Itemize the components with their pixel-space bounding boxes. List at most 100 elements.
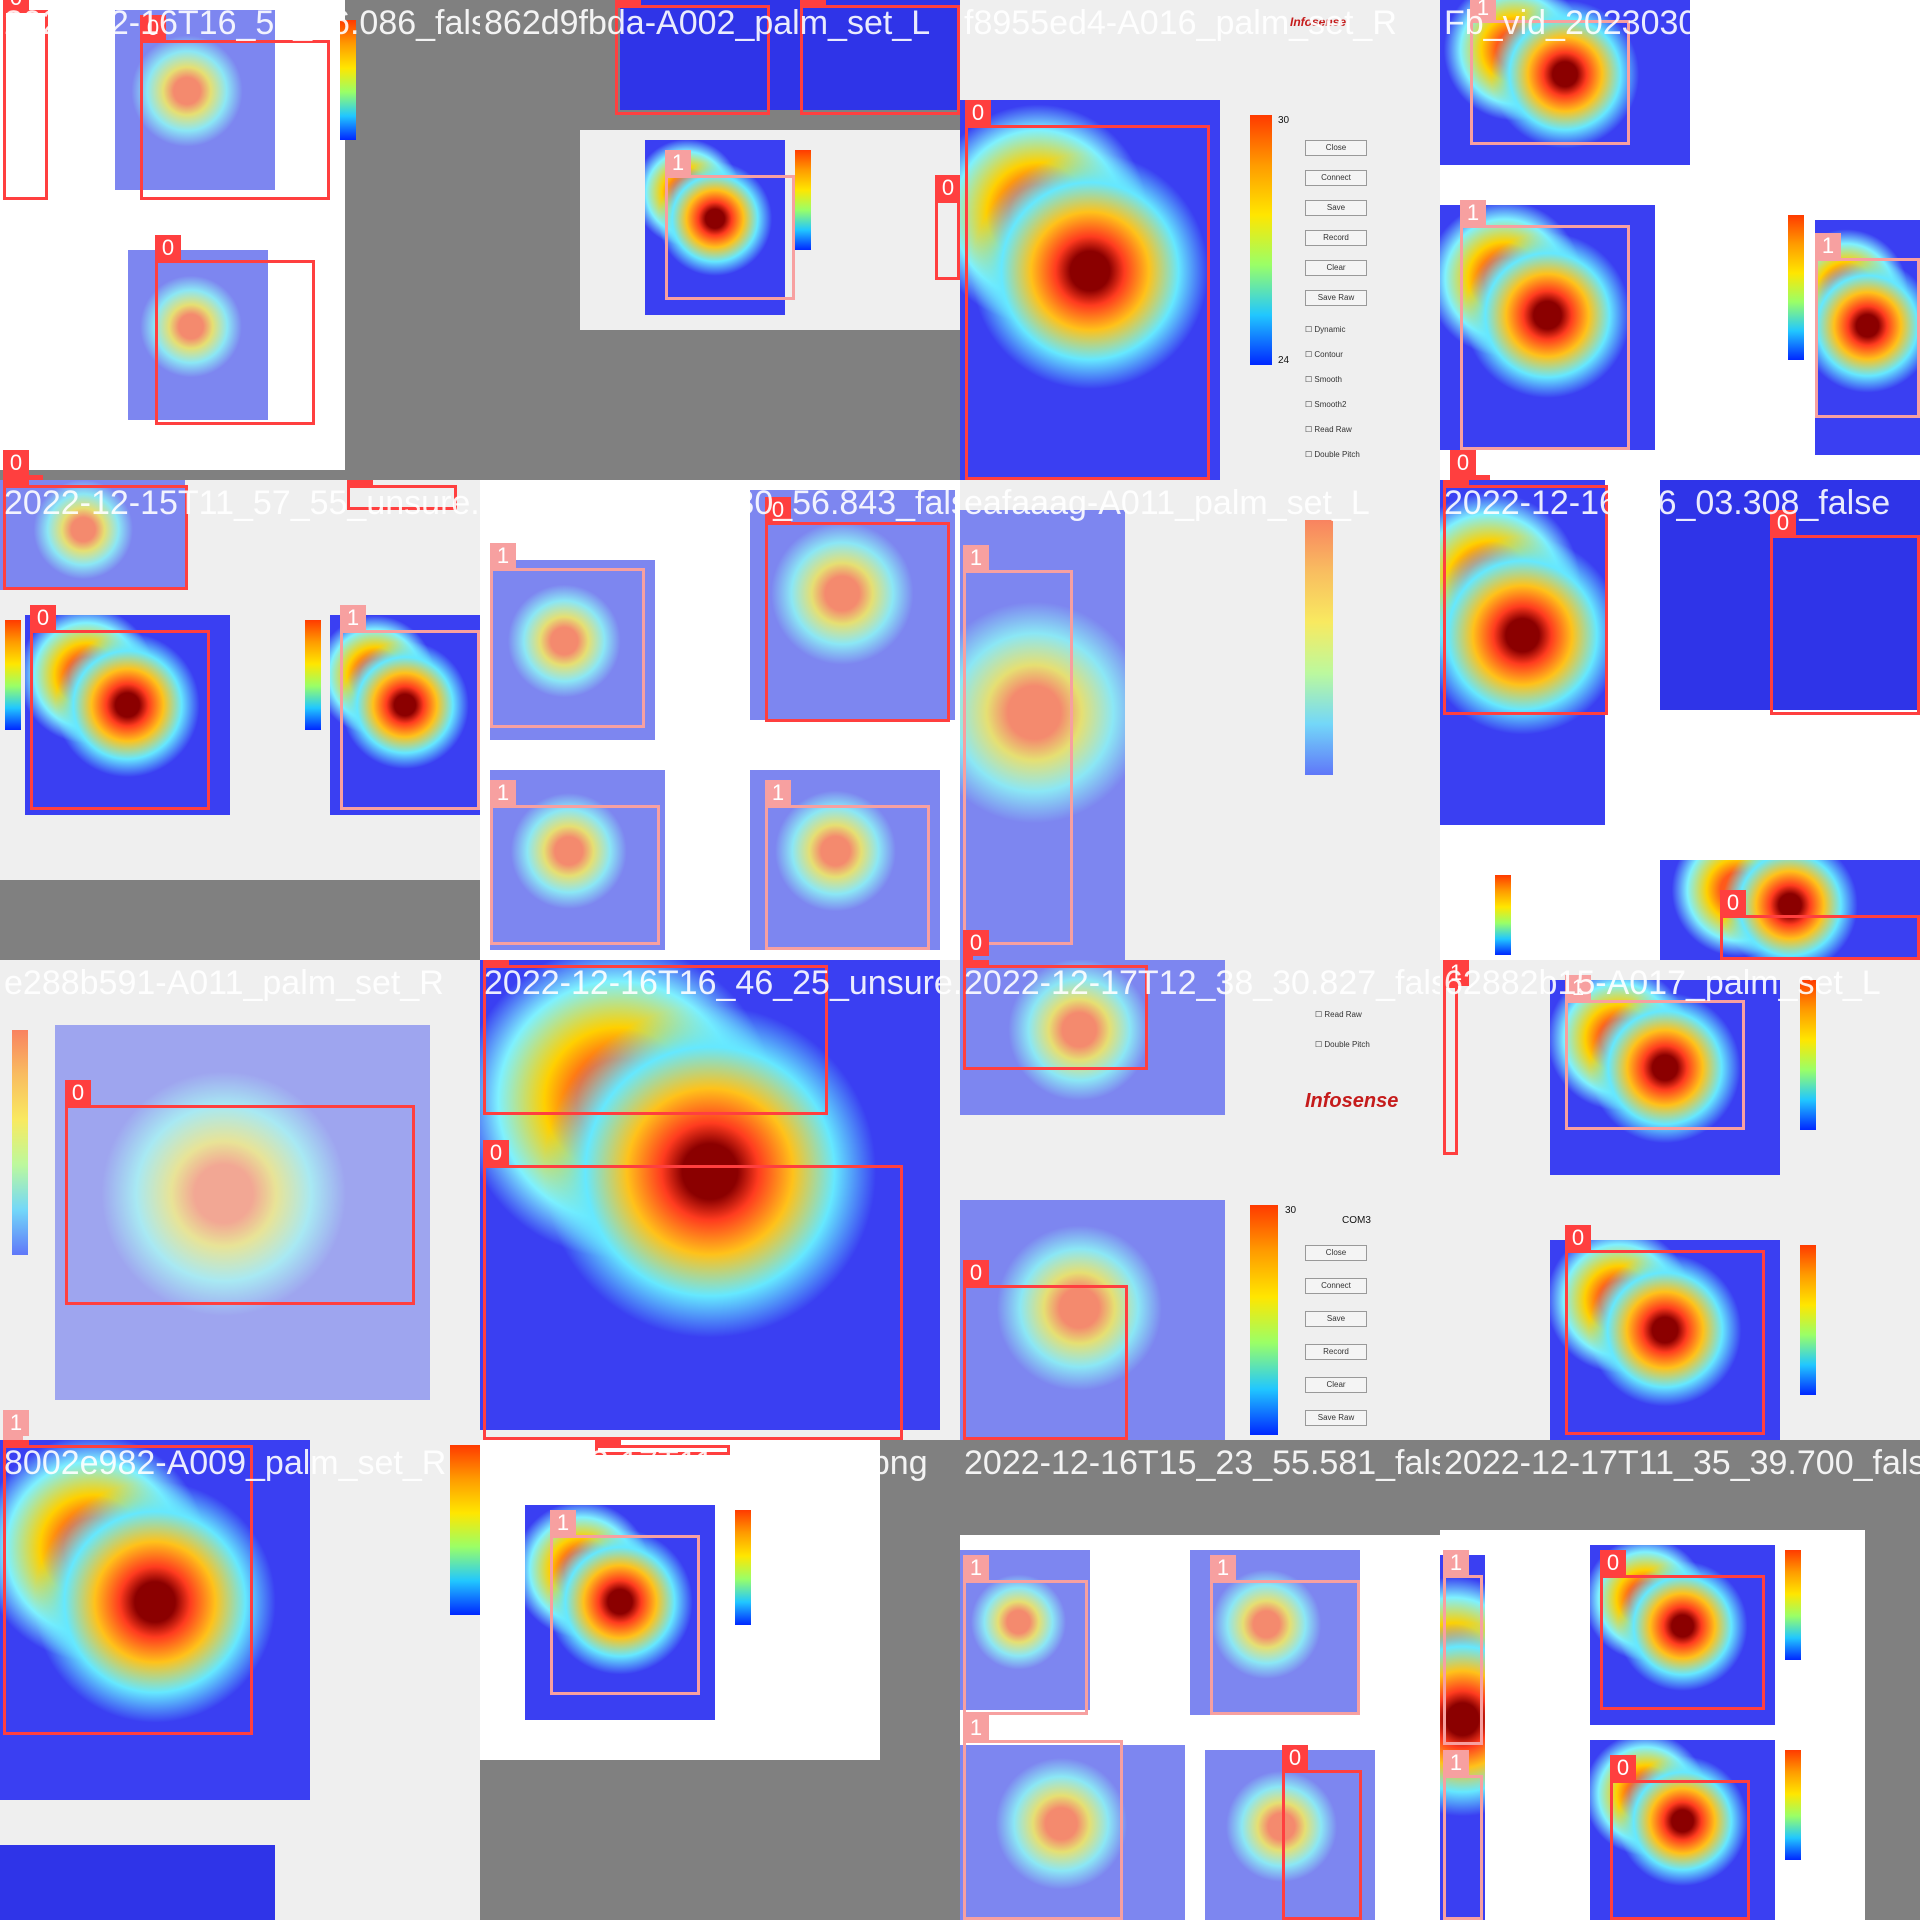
record-button[interactable]: Record — [1305, 1344, 1367, 1360]
tile-13: 1 8002e982-A009_palm_set_R — [0, 1440, 480, 1920]
tile-caption: 2022-12-17T11_35_39.700_false.png — [1444, 1444, 1920, 1482]
color-scale — [1305, 520, 1333, 775]
heatmap — [0, 480, 185, 590]
infosense-logo: Infosense — [1305, 1090, 1399, 1112]
heatmap — [1440, 0, 1690, 165]
heatmap — [0, 1440, 310, 1800]
port-select[interactable]: COM3 — [1342, 1215, 1371, 1226]
color-scale — [1800, 1245, 1816, 1395]
color-scale — [1800, 980, 1816, 1130]
heatmap — [620, 0, 960, 110]
color-scale — [1785, 1750, 1801, 1860]
scale-min: 24 — [1278, 355, 1290, 366]
scale-max: 30 — [1285, 1205, 1297, 1216]
clear-button[interactable]: Clear — [1305, 260, 1367, 276]
color-scale — [1250, 1205, 1278, 1435]
heatmap — [25, 615, 230, 815]
tile-caption: 862d9fbda-A002_palm_set_L — [484, 4, 931, 42]
heatmap — [480, 960, 940, 1430]
heatmap — [128, 250, 268, 420]
heatmap — [960, 1550, 1090, 1710]
close-button[interactable]: Close — [1305, 1245, 1367, 1261]
tile-4: 1 1 1 0 Fb_vid_20230309_palm_set_L — [1440, 0, 1920, 480]
color-scale — [1788, 215, 1804, 360]
tile-5: 0 0 0 1 2022-12-15T11_57_55_unsure.png — [0, 480, 480, 960]
tile-14: 0 1 2022-12-17T11_03_false.png — [480, 1440, 960, 1920]
tile-12: 1 1 0 62882b15-A017_palm_set_L — [1440, 960, 1920, 1440]
tile-caption: 62882b15-A017_palm_set_L — [1444, 964, 1881, 1002]
tile-caption: e288b591-A011_palm_set_R — [4, 964, 444, 1002]
save-button[interactable]: Save — [1305, 1311, 1367, 1327]
heatmap — [525, 1505, 715, 1720]
tile-15: 1 1 1 0 2022-12-16T15_23_55.581_false.pn… — [960, 1440, 1440, 1920]
heatmap — [960, 960, 1225, 1115]
scale-max: 30 — [1278, 115, 1290, 126]
read-raw-checkbox[interactable]: Read Raw — [1305, 425, 1351, 434]
heatmap — [1440, 1555, 1485, 1920]
tile-caption: 2022-12-16T16_30_56.843_false.png — [484, 484, 960, 522]
smooth2-checkbox[interactable]: Smooth2 — [1305, 400, 1346, 409]
heatmap — [960, 1745, 1185, 1920]
heatmap — [55, 1025, 430, 1400]
tile-caption: f8955ed4-A016_palm_set_R — [964, 4, 1397, 42]
heatmap — [1550, 1240, 1780, 1440]
heatmap — [960, 1200, 1225, 1440]
heatmap — [960, 510, 1125, 960]
heatmap — [1440, 480, 1605, 825]
contour-checkbox[interactable]: Contour — [1305, 350, 1342, 359]
heatmap — [1590, 1545, 1775, 1725]
color-scale — [12, 1030, 28, 1255]
tile-caption: eafaaag-A011_palm_set_L — [964, 484, 1370, 522]
double-pitch-checkbox[interactable]: Double Pitch — [1315, 1040, 1369, 1049]
record-button[interactable]: Record — [1305, 230, 1367, 246]
tile-7: 1 0 eafaaag-A011_palm_set_L — [960, 480, 1440, 960]
tile-caption: 8002e982-A009_palm_set_R — [4, 1444, 447, 1482]
close-button[interactable]: Close — [1305, 140, 1367, 156]
save-raw-button[interactable]: Save Raw — [1305, 290, 1367, 306]
tile-caption: 2022-12-16T16_46_25_unsure.png — [484, 964, 960, 1002]
heatmap — [1190, 1550, 1360, 1715]
connect-button[interactable]: Connect — [1305, 170, 1367, 186]
tile-16: 1 0 1 0 2022-12-17T11_35_39.700_false.pn… — [1440, 1440, 1920, 1920]
heatmap — [0, 1845, 275, 1920]
tile-caption: 2022-12-16T16_03.308_false — [1444, 484, 1891, 522]
tile-6: 1 0 1 1 2022-12-16T16_30_56.843_false.pn… — [480, 480, 960, 960]
tile-8: 0 0 0 2022-12-16T16_03.308_false — [1440, 480, 1920, 960]
tile-caption: 2022-12-17T12_38_30.827_false.png — [964, 964, 1440, 1002]
heatmap — [960, 100, 1220, 480]
heatmap — [1440, 205, 1655, 450]
heatmap — [1550, 980, 1780, 1175]
color-scale — [340, 20, 356, 140]
heatmap — [330, 615, 480, 815]
connect-button[interactable]: Connect — [1305, 1278, 1367, 1294]
color-scale — [1785, 1550, 1801, 1660]
color-scale — [735, 1510, 751, 1625]
color-scale — [305, 620, 321, 730]
heatmap — [750, 770, 940, 950]
dynamic-checkbox[interactable]: Dynamic — [1305, 325, 1345, 334]
color-scale — [1250, 115, 1272, 365]
tile-11: 30 COM3 Close Connect Save Record Clear … — [960, 960, 1440, 1440]
heatmap — [1815, 220, 1920, 455]
color-scale — [450, 1445, 480, 1615]
tile-caption: 2022-12-15T11_57_55_unsure.png — [4, 484, 480, 522]
heatmap — [490, 560, 655, 740]
read-raw-checkbox[interactable]: Read Raw — [1315, 1010, 1361, 1019]
double-pitch-checkbox[interactable]: Double Pitch — [1305, 450, 1359, 459]
heatmap — [1205, 1750, 1375, 1920]
tile-caption: Fb_vid_20230309_palm_set_L — [1444, 4, 1911, 42]
infosense-logo: Infosense — [1290, 15, 1347, 29]
heatmap — [1590, 1740, 1775, 1920]
tile-1: 0 0 0 0 2022-12-16T16_51_36.086_false.pn… — [0, 0, 480, 480]
clear-button[interactable]: Clear — [1305, 1377, 1367, 1393]
save-raw-button[interactable]: Save Raw — [1305, 1410, 1367, 1426]
heatmap — [645, 140, 785, 315]
color-scale — [795, 150, 811, 250]
heatmap — [750, 490, 955, 720]
tile-caption: 2022-12-16T16_51_36.086_false.png — [4, 4, 480, 42]
color-scale — [1495, 875, 1511, 955]
save-button[interactable]: Save — [1305, 200, 1367, 216]
tile-caption: 2022-12-16T15_23_55.581_false.png — [964, 1444, 1440, 1482]
smooth-checkbox[interactable]: Smooth — [1305, 375, 1342, 384]
tile-9: 0 1 e288b591-A011_palm_set_R — [0, 960, 480, 1440]
